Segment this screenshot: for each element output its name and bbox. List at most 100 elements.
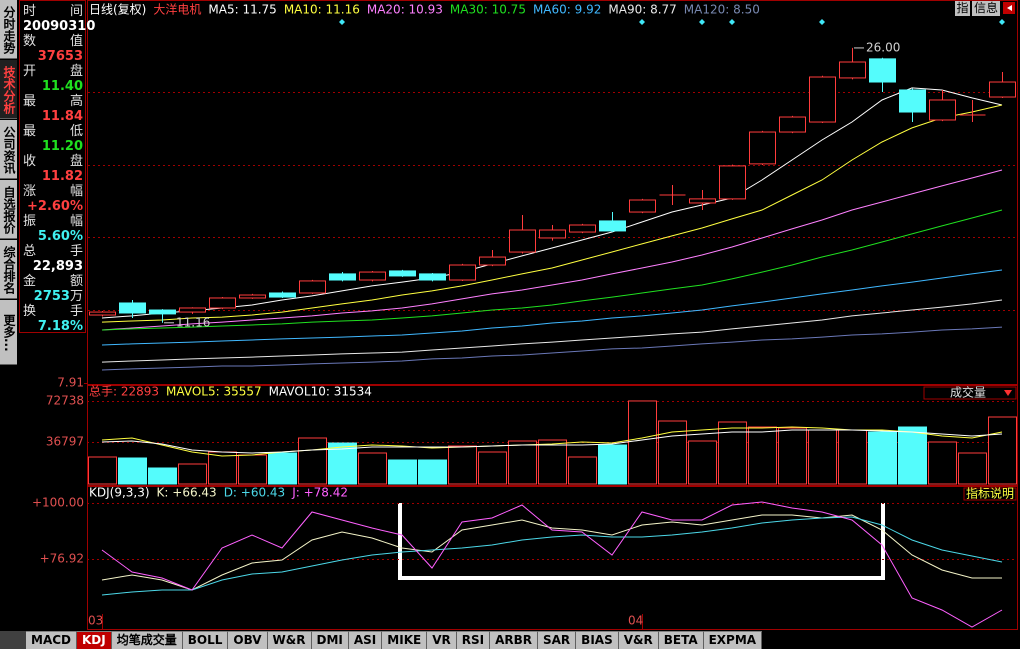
volume-bar	[148, 467, 177, 485]
side-tab[interactable]: 更多...	[0, 300, 17, 365]
volume-bar	[298, 437, 327, 485]
candle-body	[719, 165, 746, 200]
top-button[interactable]: 信息	[972, 1, 1000, 16]
legend-entry: MA120: 8.50	[684, 3, 760, 17]
info-value: 2753万	[23, 289, 83, 304]
series-line	[101, 209, 1003, 331]
volume-bar	[538, 439, 567, 485]
candle-body	[569, 224, 596, 233]
candle-body	[599, 220, 626, 232]
bottom-tab[interactable]: 均笔成交量	[111, 631, 183, 649]
candle-body	[869, 58, 896, 83]
volume-bar	[868, 431, 897, 485]
bottom-tab[interactable]: V&R	[618, 631, 659, 649]
info-value: 37653	[23, 49, 83, 64]
legend-entry: J: +78.42	[291, 486, 348, 500]
bottom-tab[interactable]: ARBR	[490, 631, 538, 649]
info-value-text: 11.20	[41, 139, 83, 154]
bottom-tab[interactable]: ASI	[348, 631, 383, 649]
bottom-tab[interactable]: EXPMA	[703, 631, 763, 649]
diamond	[699, 19, 705, 25]
bottom-tab[interactable]: OBV	[228, 631, 268, 649]
dropdown-arrow	[1004, 390, 1012, 396]
candle-body	[479, 256, 506, 266]
help-box[interactable]	[963, 487, 1017, 501]
volume-bar	[358, 452, 387, 485]
volume-bar	[688, 440, 717, 485]
bottom-tab[interactable]: KDJ	[77, 631, 112, 649]
legend-entry: MA30: 10.75	[450, 3, 526, 17]
candle-body	[779, 116, 806, 133]
volume-bar	[178, 463, 207, 485]
info-label: 总手	[23, 244, 83, 259]
help-label: 指标说明	[966, 486, 1014, 501]
y-tick-label: 7.91	[57, 376, 84, 390]
series-line	[101, 87, 1003, 319]
side-tab[interactable]: 自选报价	[0, 180, 17, 239]
legend-entry: MA10: 11.16	[284, 3, 360, 17]
bottom-tab[interactable]: BETA	[658, 631, 704, 649]
info-value: 11.84	[23, 109, 83, 124]
bottom-tab[interactable]: W&R	[267, 631, 312, 649]
series-line	[101, 299, 1003, 363]
legend-entry: MA20: 10.93	[367, 3, 443, 17]
series-line	[101, 104, 1003, 323]
y-tick-label: +100.00	[32, 496, 84, 510]
side-tabs: 分时走势 技术分析 公司资讯 自选报价 综合排名 更多...	[0, 0, 18, 370]
legend-entry: MA5: 11.75	[208, 3, 276, 17]
legend-entry: MA60: 9.92	[533, 3, 601, 17]
signal-markers	[339, 19, 1005, 25]
info-value-text: 7.18%	[37, 319, 83, 334]
bottom-tab[interactable]: VR	[427, 631, 457, 649]
info-value: 11.82	[23, 169, 83, 184]
bottom-tab[interactable]: SAR	[538, 631, 577, 649]
candle-body	[749, 131, 776, 165]
x-tick-label: 03	[88, 614, 103, 628]
bottom-tab[interactable]: BIAS	[576, 631, 619, 649]
dropdown-box[interactable]	[923, 386, 1017, 400]
bottom-tab[interactable]: RSI	[456, 631, 491, 649]
volume-bar	[238, 454, 267, 485]
price-frame	[87, 0, 1018, 385]
info-value: 11.40	[23, 79, 83, 94]
volume-bar	[898, 426, 927, 485]
candle-body	[389, 270, 416, 277]
info-label: 收盘	[23, 154, 83, 169]
info-value: 7.18%	[23, 319, 83, 334]
info-value: 11.20	[23, 139, 83, 154]
bottom-tab[interactable]: MIKE	[382, 631, 428, 649]
candle-body	[269, 292, 296, 298]
candle-body	[419, 273, 446, 281]
dropdown-label: 成交量	[950, 385, 986, 400]
top-button[interactable]: 指	[955, 1, 970, 16]
volume-bar	[748, 426, 777, 485]
highlight-bracket	[398, 503, 885, 580]
bottom-tab[interactable]: DMI	[311, 631, 349, 649]
info-label: 最低	[23, 124, 83, 139]
side-tab[interactable]: 公司资讯	[0, 120, 17, 179]
info-value-text: +2.60%	[27, 199, 83, 214]
diamond	[819, 19, 825, 25]
legend-entry: 大洋电机	[153, 2, 201, 17]
bottom-tabs: MACD KDJ 均笔成交量 BOLL OBV W&R DMI ASI MIKE VR RSI ARB…	[0, 631, 1020, 649]
volume-bar	[508, 440, 537, 485]
info-value-text: 2753	[33, 289, 70, 304]
bottom-tab[interactable]: BOLL	[182, 631, 229, 649]
info-value-text: 5.60%	[37, 229, 83, 244]
volume-bar	[658, 420, 687, 485]
info-value: 22,893	[23, 259, 83, 274]
bottom-tab[interactable]: MACD	[26, 631, 77, 649]
candle-body	[509, 229, 536, 253]
candle-body	[239, 294, 266, 299]
side-tab[interactable]: 综合排名	[0, 240, 17, 299]
info-label: 时间	[23, 4, 83, 19]
info-label: 换手	[23, 304, 83, 319]
candle-body	[449, 264, 476, 281]
side-tab[interactable]: 分时走势	[0, 0, 17, 59]
volume-bar	[928, 441, 957, 485]
side-tab[interactable]: 技术分析	[0, 60, 17, 119]
volume-bar	[718, 421, 747, 485]
tab-scroll[interactable]	[0, 631, 26, 649]
